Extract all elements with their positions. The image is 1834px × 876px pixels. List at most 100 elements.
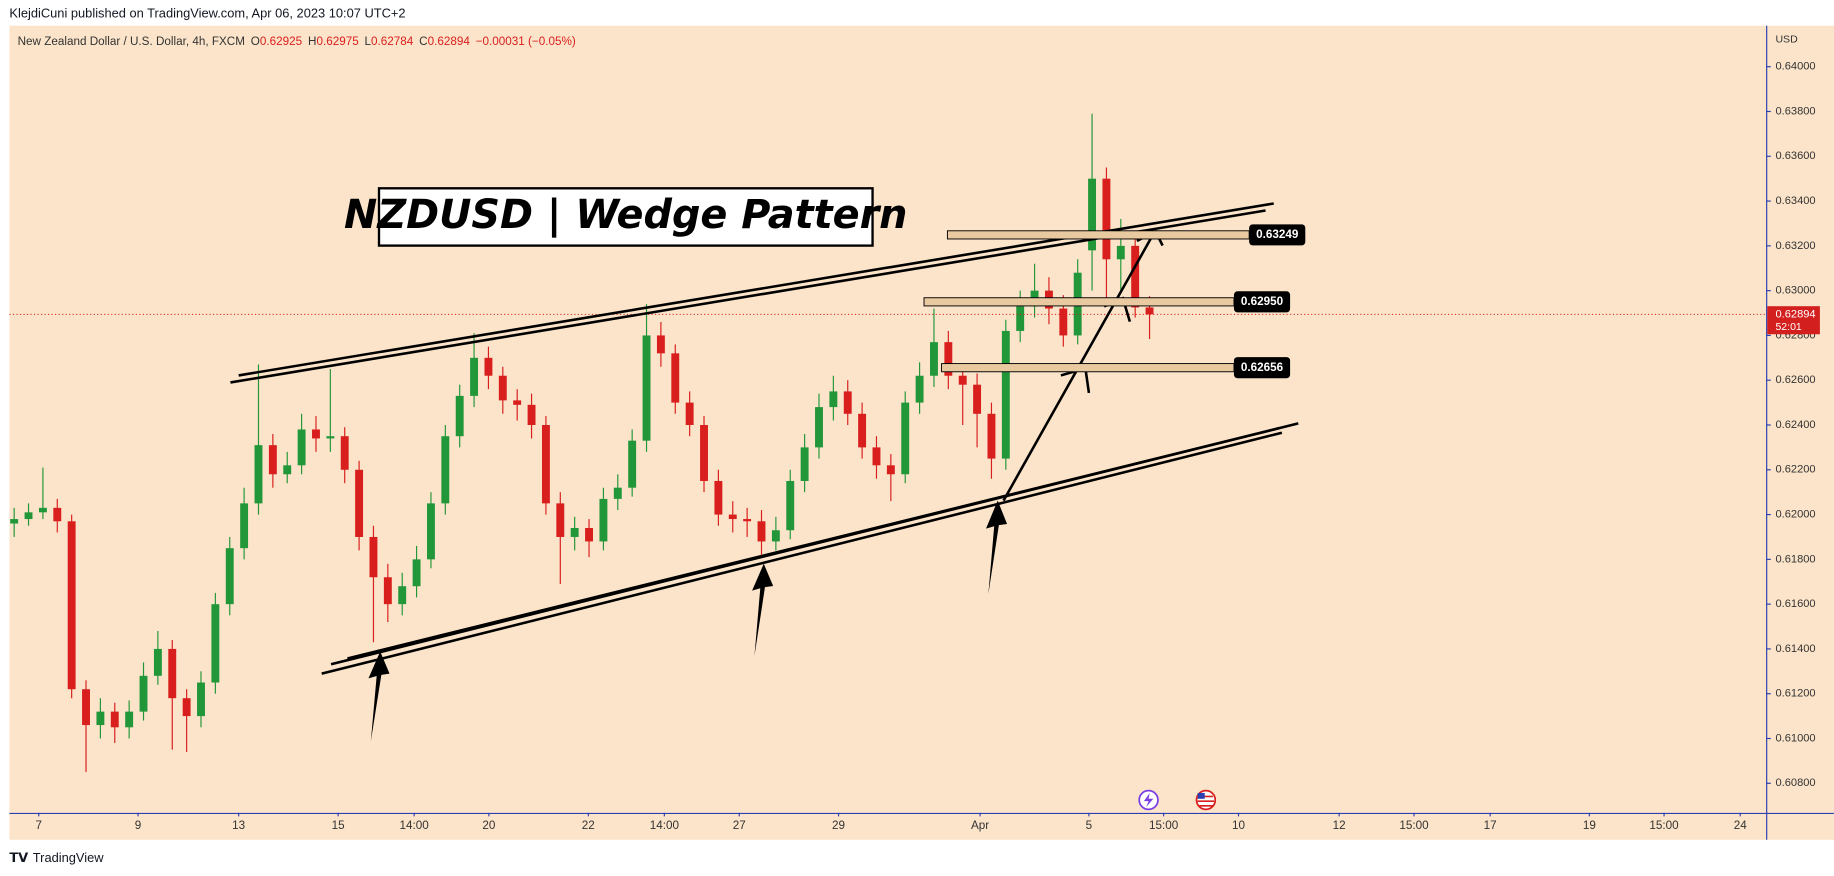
candle-body <box>297 429 306 466</box>
candle-body <box>771 530 780 542</box>
time-axis-bg <box>9 812 1834 840</box>
candle-body <box>38 507 47 513</box>
candle-body <box>685 402 694 425</box>
candle-body <box>110 711 119 728</box>
candle-body <box>455 395 464 437</box>
candle-body <box>987 413 996 459</box>
chart-bg <box>9 25 1767 813</box>
candle-body <box>268 445 277 475</box>
y-tick-label: 0.64000 <box>1775 61 1815 73</box>
candle-body <box>901 402 910 475</box>
candle-body <box>714 480 723 515</box>
candle-body <box>53 507 62 522</box>
x-tick-label: 17 <box>1484 819 1497 832</box>
candle-body <box>1102 178 1111 260</box>
candle-body <box>743 519 752 522</box>
x-tick-label: 20 <box>482 819 496 832</box>
chart-title: NZDUSD | Wedge Pattern <box>344 192 907 238</box>
x-tick-label: 10 <box>1232 819 1246 832</box>
y-tick-label: 0.63000 <box>1775 285 1815 297</box>
level-zone <box>946 230 1250 240</box>
legend-item: O <box>251 35 260 48</box>
legend-item: 0.62894 <box>428 35 471 48</box>
candle-body <box>800 447 809 481</box>
x-tick-label: 19 <box>1583 819 1596 832</box>
x-tick-label: 15:00 <box>1149 819 1179 832</box>
candle-body <box>498 375 507 401</box>
footer-brand: TradingView <box>33 850 104 865</box>
legend-item: −0.00031 (−0.05%) <box>476 35 576 48</box>
level-badge <box>1233 357 1291 379</box>
arrow <box>752 563 774 657</box>
level-label: 0.63249 <box>1256 228 1299 241</box>
candle-body <box>470 357 479 396</box>
candle-body <box>915 375 924 403</box>
candle-body <box>240 503 249 549</box>
marks <box>9 113 1767 773</box>
candle-body <box>886 465 895 475</box>
candle-body <box>556 503 565 537</box>
candle-body <box>1116 245 1125 260</box>
legend-item: H <box>308 35 316 48</box>
y-tick-label: 0.61800 <box>1775 553 1815 565</box>
candle-body <box>168 648 177 699</box>
candle-body <box>82 689 90 726</box>
arrow <box>986 500 1008 595</box>
candle-body <box>1145 307 1154 315</box>
last-price-label: 0.62894 <box>1775 308 1815 320</box>
level-badge <box>1233 291 1291 313</box>
candle-body <box>656 335 665 354</box>
candle-body <box>973 384 982 414</box>
candle-body <box>283 465 292 475</box>
candle-body <box>1001 330 1010 459</box>
y-tick-label: 0.62200 <box>1775 464 1815 476</box>
x-tick-label: 5 <box>1086 819 1093 832</box>
y-tick-label: 0.60800 <box>1775 777 1815 789</box>
candle-body <box>383 577 392 605</box>
candle-body <box>197 682 205 717</box>
x-tick-label: 24 <box>1734 819 1748 832</box>
x-tick-label: 29 <box>832 819 845 832</box>
candle-body <box>958 375 967 385</box>
x-tick-label: Apr <box>971 819 989 832</box>
candle-body <box>728 514 737 520</box>
price-axis-bg <box>1766 25 1834 813</box>
x-tick-label: 9 <box>135 819 142 832</box>
legend-item: C <box>419 35 427 48</box>
y-tick-label: 0.62400 <box>1775 419 1815 431</box>
candle-body <box>671 353 680 403</box>
candle-body <box>786 480 795 531</box>
y-tick-label: 0.63600 <box>1775 150 1815 162</box>
x-tick-label: 14:00 <box>400 819 430 832</box>
level-zone <box>923 297 1235 307</box>
candle-body <box>24 512 33 520</box>
candle-body <box>412 559 421 587</box>
y-tick-label: 0.62000 <box>1775 509 1815 521</box>
candle-body <box>398 586 407 605</box>
candle-body <box>570 528 579 537</box>
candle-body <box>139 675 148 712</box>
candle-body <box>527 404 536 425</box>
candle-body <box>340 436 349 470</box>
candle-body <box>153 648 162 676</box>
x-tick-label: 27 <box>733 819 746 832</box>
y-tick-label: 0.61600 <box>1775 598 1815 610</box>
header-text: KlejdiCuni published on TradingView.com,… <box>9 5 405 20</box>
candle-body <box>441 436 450 504</box>
candle-body <box>815 407 823 448</box>
legend-item: L <box>365 35 372 48</box>
legend-item: New Zealand Dollar / U.S. Dollar, 4h, FX… <box>18 35 245 48</box>
y-tick-label: 0.62600 <box>1775 374 1815 386</box>
candle-body <box>10 519 19 524</box>
candle-body <box>182 698 191 717</box>
x-tick-label: 15 <box>332 819 346 832</box>
candle-body <box>211 604 220 683</box>
y-tick-label: 0.63200 <box>1775 240 1815 252</box>
title-box <box>377 187 874 247</box>
candle-body <box>312 429 320 439</box>
candle-body <box>700 424 708 481</box>
level-label: 0.62656 <box>1241 361 1284 374</box>
candle-body <box>225 548 234 605</box>
